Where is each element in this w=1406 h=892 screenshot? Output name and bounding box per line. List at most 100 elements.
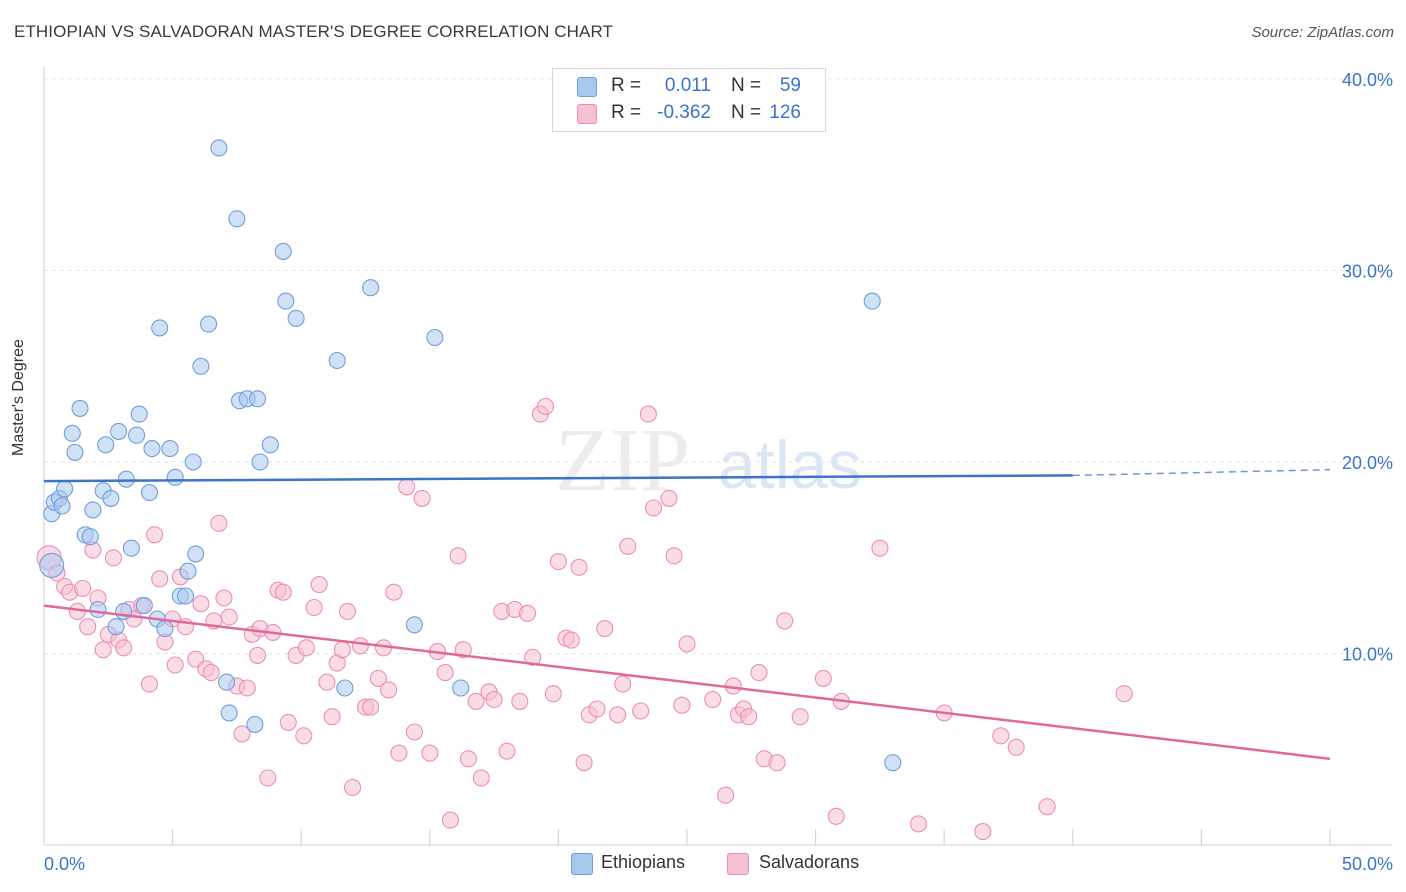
gridlines bbox=[44, 78, 1392, 654]
salvadoran-point bbox=[511, 692, 529, 710]
y-tick-label: 20.0% bbox=[1342, 453, 1393, 473]
salvadoran-point bbox=[498, 742, 516, 760]
ethiopian-point bbox=[102, 489, 120, 507]
ethiopian-point bbox=[66, 443, 84, 461]
watermark: ZIP atlas bbox=[555, 411, 862, 510]
legend-swatch-blue bbox=[577, 77, 597, 97]
ethiopians-trend-line bbox=[43, 474, 1073, 483]
watermark-atlas: atlas bbox=[718, 427, 862, 503]
salvadoran-point bbox=[596, 620, 614, 638]
ethiopians-points bbox=[39, 139, 902, 772]
ethiopian-point bbox=[143, 440, 161, 458]
legend-row-salvadorans: R = -0.362 N = 126 bbox=[553, 102, 825, 128]
y-tick-label: 30.0% bbox=[1342, 262, 1393, 282]
salvadoran-point bbox=[562, 631, 580, 649]
legend-row-ethiopians: R = 0.011 N = 59 bbox=[553, 75, 825, 101]
salvadoran-point bbox=[310, 576, 328, 594]
salvadoran-point bbox=[74, 579, 92, 597]
ethiopian-point bbox=[84, 501, 102, 519]
salvadoran-point bbox=[421, 744, 439, 762]
salvadoran-point bbox=[1007, 738, 1025, 756]
salvadoran-point bbox=[472, 769, 490, 787]
salvadoran-point bbox=[104, 549, 122, 567]
salvadoran-point bbox=[704, 690, 722, 709]
salvadoran-point bbox=[115, 639, 133, 657]
ethiopian-point bbox=[166, 468, 184, 486]
ethiopian-point bbox=[89, 600, 107, 619]
salvadoran-point bbox=[740, 708, 758, 726]
salvadoran-point bbox=[338, 602, 357, 620]
source-label: Source: ZipAtlas.com bbox=[1251, 24, 1394, 41]
salvadoran-point bbox=[151, 570, 169, 588]
correlation-legend: R = 0.011 N = 59 R = -0.362 N = 126 bbox=[552, 68, 826, 132]
bottom-legend-ethiopians: Ethiopians bbox=[601, 852, 686, 872]
ethiopian-point bbox=[81, 528, 99, 546]
salvadoran-point bbox=[660, 489, 678, 507]
salvadoran-point bbox=[398, 478, 416, 496]
salvadoran-point bbox=[632, 702, 650, 720]
ethiopian-point bbox=[53, 497, 71, 515]
ethiopian-point bbox=[56, 480, 74, 498]
ethiopian-point bbox=[884, 754, 902, 772]
ethiopian-point bbox=[184, 453, 202, 471]
salvadoran-point bbox=[166, 656, 184, 674]
salvadoran-point bbox=[215, 589, 233, 607]
y-axis-label: Master's Degree bbox=[10, 339, 27, 456]
salvadoran-point bbox=[536, 397, 555, 416]
salvadoran-point bbox=[305, 598, 323, 617]
salvadoran-point bbox=[297, 639, 315, 657]
salvadoran-point bbox=[575, 754, 593, 772]
salvadoran-point bbox=[678, 635, 696, 653]
ethiopian-point bbox=[156, 620, 174, 638]
salvadoran-point bbox=[362, 698, 380, 716]
salvadorans-points bbox=[36, 397, 1133, 841]
salvadoran-point bbox=[436, 664, 454, 682]
salvadoran-point bbox=[390, 744, 408, 762]
salvadoran-point bbox=[233, 725, 251, 743]
ethiopian-point bbox=[248, 390, 267, 408]
salvadoran-point bbox=[94, 641, 112, 659]
salvadoran-point bbox=[768, 754, 786, 772]
ethiopian-point bbox=[328, 351, 346, 370]
salvadoran-point bbox=[441, 811, 459, 829]
salvadoran-point bbox=[146, 526, 164, 544]
salvadoran-point bbox=[192, 595, 210, 613]
salvadoran-point bbox=[449, 547, 467, 565]
ethiopian-point bbox=[97, 436, 115, 454]
salvadoran-point bbox=[776, 612, 794, 630]
salvadoran-point bbox=[318, 673, 336, 691]
salvadoran-point bbox=[467, 692, 485, 710]
salvadoran-point bbox=[323, 708, 341, 726]
salvadoran-point bbox=[274, 583, 292, 601]
salvadoran-point bbox=[871, 539, 889, 557]
salvadoran-point bbox=[369, 669, 387, 687]
axes bbox=[43, 66, 1392, 846]
salvadoran-point bbox=[588, 700, 606, 718]
salvadoran-point bbox=[485, 690, 503, 709]
legend-n-value: 59 bbox=[779, 75, 801, 96]
legend-n-value: 126 bbox=[769, 102, 801, 123]
salvadoran-point bbox=[549, 553, 567, 571]
ethiopian-point bbox=[274, 242, 292, 260]
salvadoran-point bbox=[639, 405, 657, 423]
ethiopian-point bbox=[210, 139, 228, 157]
salvadoran-point bbox=[344, 778, 362, 797]
salvadoran-point bbox=[238, 679, 256, 697]
bottom-legend-swatch-salvadorans bbox=[727, 853, 749, 875]
ethiopian-point bbox=[200, 315, 218, 333]
salvadoran-point bbox=[609, 706, 627, 724]
salvadoran-point bbox=[333, 641, 351, 659]
y-tick-label: 10.0% bbox=[1342, 645, 1393, 665]
ethiopian-point bbox=[161, 440, 179, 458]
ethiopian-point bbox=[117, 470, 135, 488]
salvadoran-point bbox=[827, 807, 845, 825]
ethiopian-point bbox=[863, 292, 881, 310]
salvadoran-point bbox=[909, 815, 928, 833]
salvadoran-point bbox=[295, 727, 313, 745]
x-tick-label-max: 50.0% bbox=[1342, 854, 1393, 874]
salvadoran-point bbox=[791, 708, 809, 726]
legend-r-value: 0.011 bbox=[664, 75, 711, 96]
salvadorans-trend-line bbox=[43, 604, 1331, 761]
ethiopian-point bbox=[107, 618, 125, 636]
